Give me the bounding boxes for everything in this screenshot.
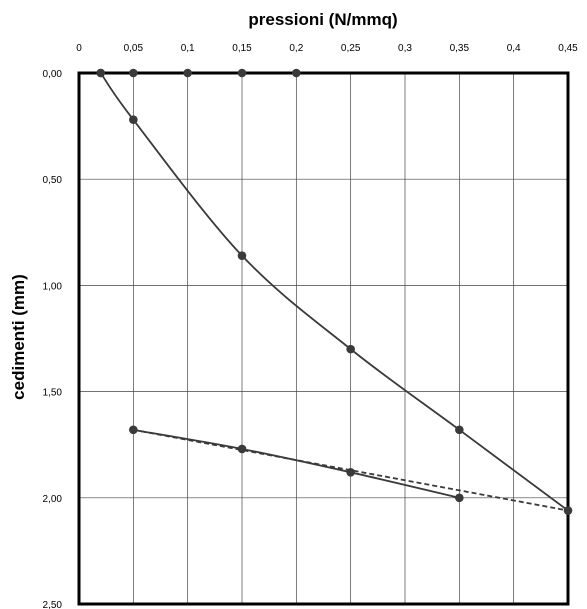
- data-point: [183, 68, 192, 78]
- y-tick-label: 0,50: [43, 175, 63, 186]
- x-tick-label: 0,25: [341, 43, 361, 54]
- data-point: [129, 68, 138, 78]
- series-group: [99, 72, 569, 512]
- data-point: [346, 468, 355, 477]
- marker-group: [96, 68, 573, 515]
- x-tick-label: 0,45: [558, 43, 578, 54]
- x-tick-label: 0,1: [181, 43, 195, 54]
- data-point: [455, 493, 464, 503]
- data-point: [237, 68, 247, 78]
- series-line-4: [133, 428, 569, 512]
- series-line-2: [99, 72, 569, 512]
- data-point: [346, 344, 355, 354]
- data-point: [237, 251, 247, 260]
- data-point: [455, 425, 464, 435]
- data-point: [292, 68, 301, 78]
- x-tick-label: 0,15: [232, 43, 252, 54]
- x-tick-label: 0,2: [289, 43, 303, 54]
- x-tick-labels: 0 0,05 0,1 0,15 0,2 0,25 0,3 0,35 0,4 0,45: [76, 43, 578, 54]
- y-axis-title: cedimenti (mm): [9, 274, 28, 400]
- y-tick-label: 2,50: [43, 600, 63, 609]
- data-point: [129, 115, 138, 125]
- y-tick-label: 2,00: [43, 494, 63, 505]
- y-tick-label: 1,00: [43, 281, 63, 292]
- x-tick-label: 0: [76, 43, 82, 54]
- x-tick-label: 0,35: [450, 43, 470, 54]
- plot-frame: [77, 71, 570, 606]
- y-tick-labels: 0,00 0,50 1,00 1,50 2,00 2,50: [43, 69, 63, 609]
- y-tick-label: 0,00: [43, 69, 63, 80]
- y-tick-label: 1,50: [43, 388, 63, 399]
- data-point: [563, 506, 573, 515]
- x-tick-label: 0,4: [507, 43, 521, 54]
- grid: [78, 72, 569, 605]
- x-tick-label: 0,3: [398, 43, 412, 54]
- data-point: [96, 68, 106, 78]
- x-tick-label: 0,05: [124, 43, 144, 54]
- data-point: [237, 444, 247, 454]
- data-point: [129, 425, 138, 435]
- x-axis-title: pressioni (N/mmq): [248, 10, 397, 29]
